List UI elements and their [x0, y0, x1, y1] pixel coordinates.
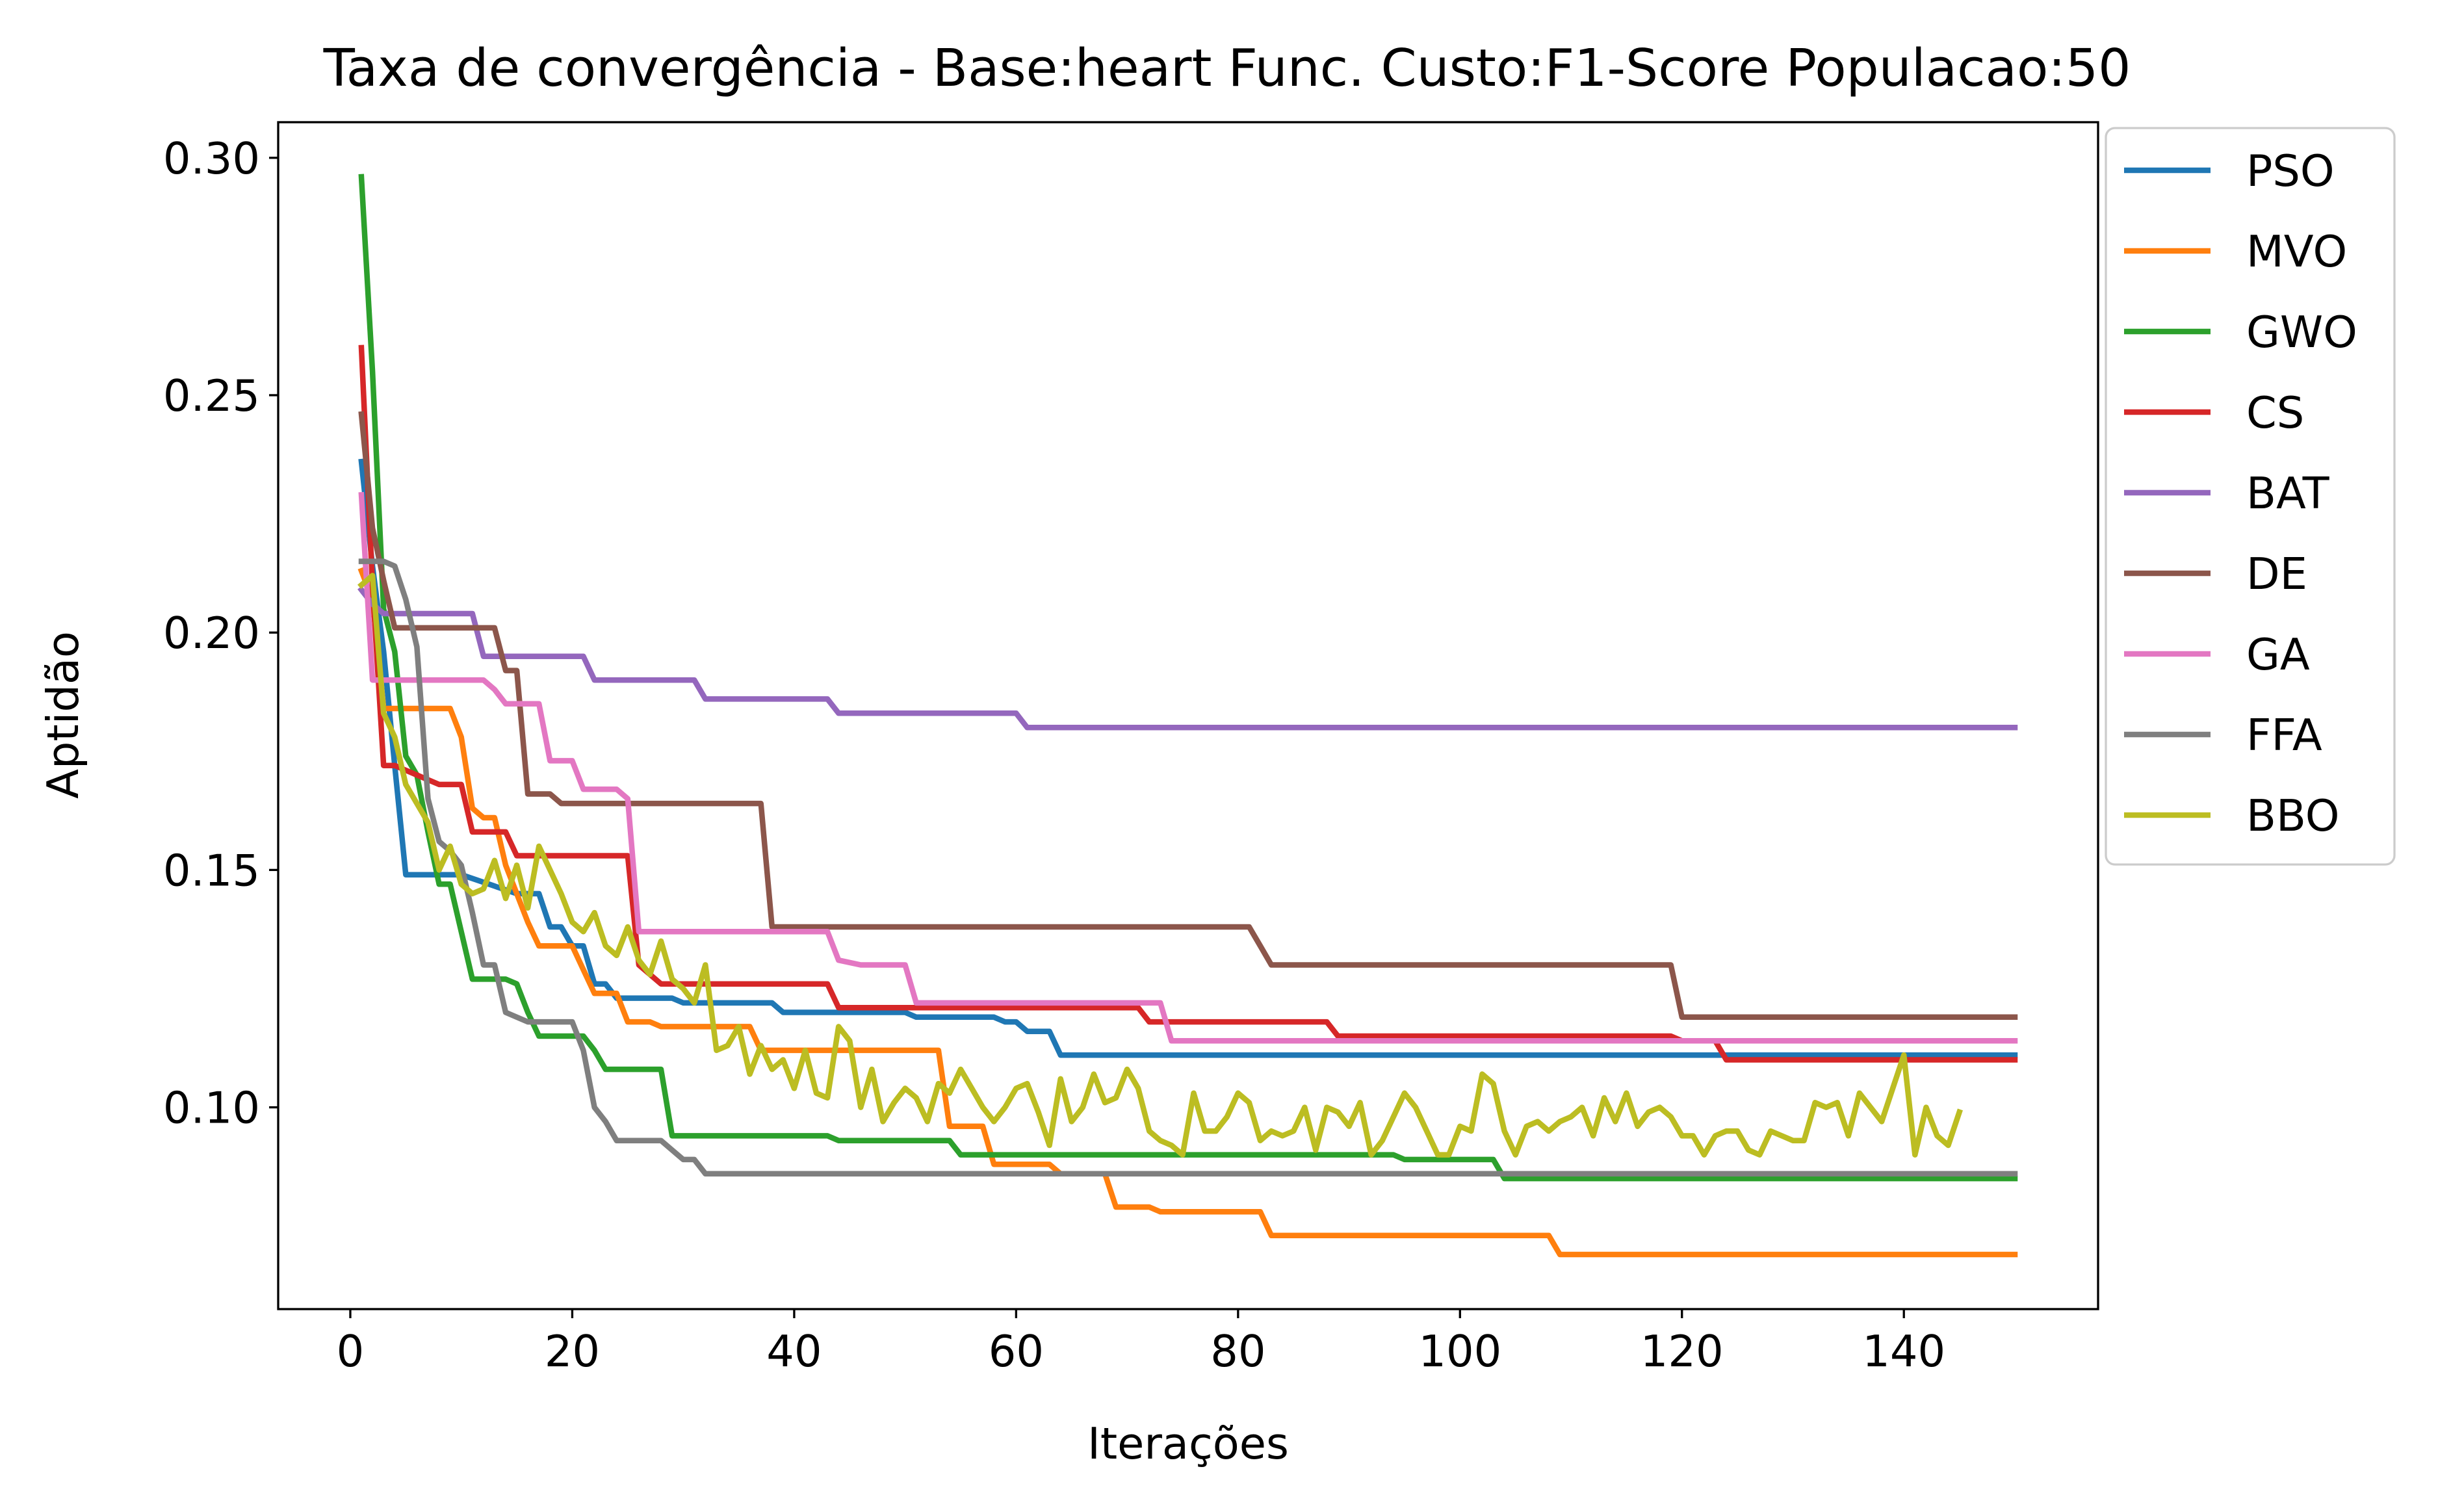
legend-label-bat: BAT: [2246, 468, 2330, 519]
x-axis-label: Iterações: [1087, 1418, 1289, 1469]
y-axis: 0.10 0.15 0.20 0.25 0.30: [163, 133, 278, 1134]
series-line-ffa: [358, 558, 2018, 1177]
x-tick-label: 80: [1210, 1326, 1265, 1377]
legend-frame: [2105, 127, 2396, 866]
y-tick-label: 0.30: [163, 133, 260, 184]
x-tick-label: 0: [337, 1326, 365, 1377]
series-layer: [357, 174, 2018, 1258]
legend-label-ffa: FFA: [2246, 710, 2322, 760]
legend-label-mvo: MVO: [2246, 226, 2347, 277]
legend-label-bbo: BBO: [2246, 790, 2340, 841]
x-tick-label: 20: [545, 1326, 600, 1377]
series-line-de: [358, 411, 2018, 1020]
plot-frame: [277, 121, 2099, 1310]
legend-label-cs: CS: [2246, 387, 2304, 438]
x-tick-label: 100: [1418, 1326, 1501, 1377]
series-line-bat: [357, 586, 2018, 731]
x-tick-label: 140: [1862, 1326, 1945, 1377]
series-line-bbo: [357, 573, 1963, 1158]
y-tick-label: 0.20: [163, 608, 260, 658]
x-tick-label: 40: [766, 1326, 822, 1377]
series-line-gwo: [358, 174, 2018, 1182]
series-line-mvo: [357, 567, 2018, 1258]
y-tick-label: 0.15: [163, 845, 260, 896]
legend-label-gwo: GWO: [2246, 307, 2357, 358]
legend-label-pso: PSO: [2246, 146, 2335, 196]
y-axis-label: Aptidão: [38, 631, 88, 799]
legend-label-ga: GA: [2246, 629, 2310, 680]
x-tick-label: 60: [989, 1326, 1044, 1377]
chart-title: Taxa de convergência - Base:heart Func. …: [323, 38, 2131, 98]
series-line-ga: [358, 491, 2018, 1044]
y-tick-label: 0.25: [163, 370, 260, 421]
y-tick-label: 0.10: [163, 1083, 260, 1134]
x-axis: 0 20 40 60 80 100 120 140: [337, 1309, 1945, 1377]
legend: PSO MVO GWO CS BAT DE GA FFA BBO: [2105, 127, 2396, 866]
x-tick-label: 120: [1641, 1326, 1724, 1377]
legend-items: PSO MVO GWO CS BAT DE GA FFA BBO: [2124, 146, 2357, 841]
legend-label-de: DE: [2246, 549, 2307, 599]
